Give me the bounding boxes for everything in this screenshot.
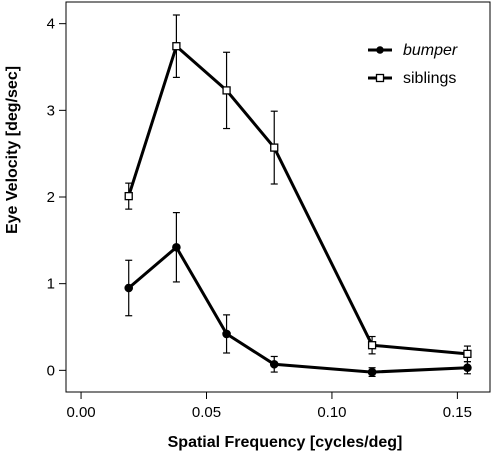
data-point (463, 349, 472, 359)
x-tick-label: 0.10 (317, 404, 346, 421)
y-tick-label: 1 (47, 276, 55, 293)
legend-label: bumper (403, 42, 458, 59)
data-point (367, 367, 377, 377)
x-tick-label: 0.15 (443, 404, 472, 421)
data-point (222, 86, 231, 95)
data-point (367, 341, 377, 350)
data-point (269, 359, 279, 369)
data-point (172, 242, 181, 252)
series-layer (124, 14, 472, 377)
series-siblings (124, 14, 472, 363)
data-point (463, 363, 472, 373)
x-tick-label: 0.00 (66, 404, 95, 421)
y-tick-label: 2 (47, 189, 55, 206)
data-point (222, 329, 231, 339)
data-point (270, 143, 279, 152)
legend-label: siblings (403, 70, 456, 87)
x-tick-label: 0.05 (192, 404, 221, 421)
series-line (127, 44, 468, 356)
data-point (172, 42, 181, 51)
legend-marker (375, 73, 385, 83)
data-point (124, 191, 133, 201)
series-line (127, 245, 468, 374)
y-axis-label: Eye Velocity [deg/sec] (4, 66, 21, 234)
data-point (124, 283, 134, 293)
legend: bumper siblings (368, 42, 458, 87)
x-axis-label: Spatial Frequency [cycles/deg] (168, 434, 403, 451)
y-tick-label: 0 (47, 362, 55, 379)
y-axis-ticks: 0 1 2 3 4 (47, 16, 66, 379)
y-tick-label: 4 (47, 16, 55, 33)
legend-marker (376, 46, 384, 54)
series-bumper (124, 212, 472, 377)
x-axis-ticks: 0.00 0.05 0.10 0.15 (66, 392, 472, 421)
y-tick-label: 3 (47, 102, 55, 119)
